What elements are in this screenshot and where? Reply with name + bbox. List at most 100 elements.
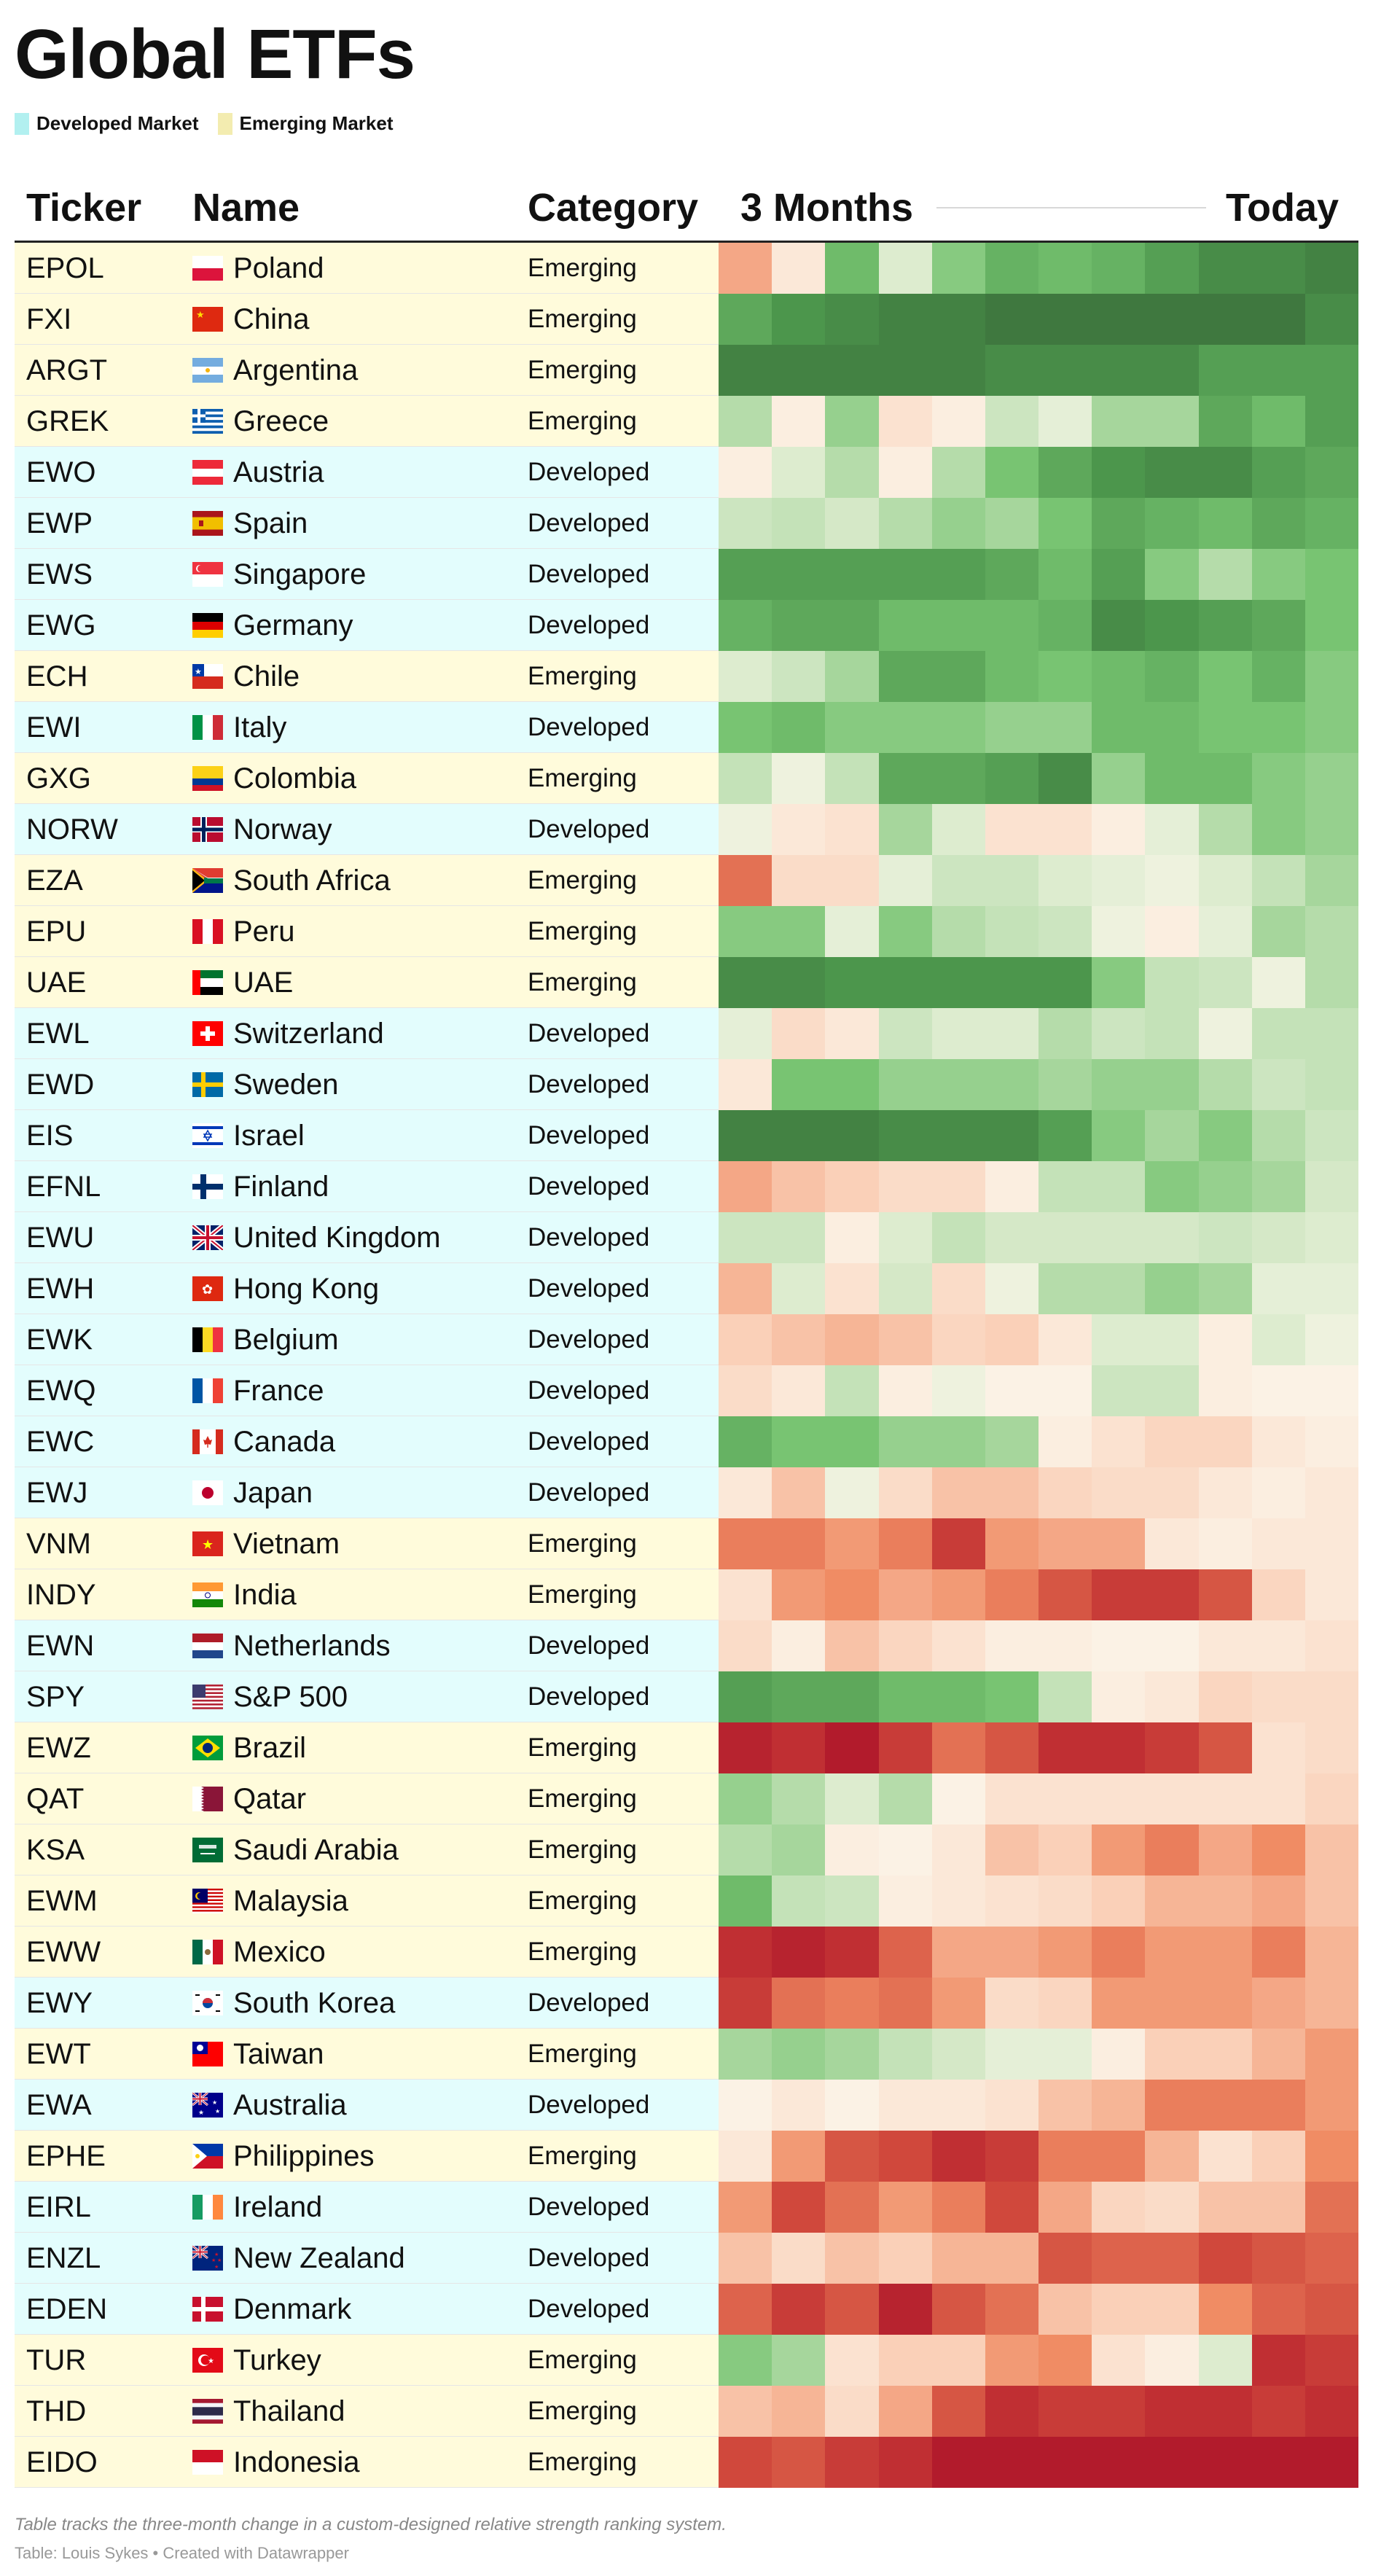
table-row[interactable]: EWZ Brazil Emerging (15, 1722, 1359, 1773)
heat-cell (825, 1518, 879, 1569)
header-category[interactable]: Category (528, 186, 699, 230)
table-row[interactable]: KSA Saudi Arabia Emerging (15, 1824, 1359, 1876)
table-row[interactable]: EWJ Japan Developed (15, 1467, 1359, 1518)
svg-text:★: ★ (215, 2108, 220, 2115)
table-row[interactable]: ENZL ★ ★ ★ ★ New Zealand Developed (15, 2233, 1359, 2284)
legend-emerging: Emerging Market (217, 109, 401, 138)
heat-cell (719, 1008, 772, 1059)
table-row[interactable]: EWU United Kingdom Developed (15, 1212, 1359, 1263)
table-row[interactable]: EWP Spain Developed (15, 498, 1359, 549)
heat-cell (985, 2284, 1039, 2335)
ticker-cell: EWH (26, 1272, 95, 1305)
name-cell: Philippines (233, 2139, 375, 2172)
heat-cell (1198, 1927, 1252, 1978)
heat-cell (772, 804, 826, 855)
heat-cell (1145, 1314, 1199, 1365)
heat-cell (878, 2080, 932, 2131)
heat-cell (1038, 753, 1092, 804)
heat-cell (1304, 804, 1359, 855)
ticker-cell: EIRL (26, 2190, 91, 2223)
table-row[interactable]: EWN Netherlands Developed (15, 1620, 1359, 1671)
table-row[interactable]: EWD Sweden Developed (15, 1059, 1359, 1110)
header-ticker[interactable]: Ticker (26, 186, 142, 230)
table-row[interactable]: EIDO Indonesia Emerging (15, 2437, 1359, 2488)
heat-cell (878, 1110, 932, 1161)
table-row[interactable]: QAT Qatar Emerging (15, 1773, 1359, 1824)
table-row[interactable]: VNM ★ Vietnam Emerging (15, 1518, 1359, 1569)
header-rule (15, 241, 1358, 243)
table-row[interactable]: EWS Singapore Developed (15, 549, 1359, 600)
table-row[interactable]: EWT Taiwan Emerging (15, 2029, 1359, 2080)
heat-cell (772, 2437, 826, 2488)
table-row[interactable]: EWO Austria Developed (15, 447, 1359, 498)
table-row[interactable]: EWK Belgium Developed (15, 1314, 1359, 1365)
heat-cell (1092, 396, 1146, 447)
table-row[interactable]: EWI Italy Developed (15, 702, 1359, 753)
table-row[interactable]: EDEN Denmark Developed (15, 2284, 1359, 2335)
name-cell: Argentina (233, 354, 359, 386)
heat-cell (772, 1773, 826, 1824)
table-row[interactable]: GREK Greece Emerging (15, 396, 1359, 447)
table-row[interactable]: SPY S&P 500 Developed (15, 1671, 1359, 1722)
table-row[interactable]: EWY South Korea Developed (15, 1978, 1359, 2029)
table-row[interactable]: GXG Colombia Emerging (15, 753, 1359, 804)
heat-cell (931, 1671, 985, 1722)
table-row[interactable]: ECH ★ Chile Emerging (15, 651, 1359, 702)
heat-cell (1038, 447, 1092, 498)
table-row[interactable]: EIS Israel Developed (15, 1110, 1359, 1161)
brazil-flag (192, 1736, 223, 1760)
table-row[interactable]: EWM Malaysia Emerging (15, 1876, 1359, 1927)
japan-flag (192, 1480, 223, 1505)
heat-strip (719, 1620, 1359, 1671)
heat-strip (719, 1467, 1359, 1518)
table-row[interactable]: EWW Mexico Emerging (15, 1927, 1359, 1978)
heat-cell (1038, 243, 1092, 294)
heat-cell (1092, 1671, 1146, 1722)
heat-cell (1038, 1212, 1092, 1263)
heat-cell (825, 1722, 879, 1773)
table-row[interactable]: EPU Peru Emerging (15, 906, 1359, 957)
heat-strip (719, 2284, 1359, 2335)
heat-cell (1145, 1161, 1199, 1212)
table-row[interactable]: THD Thailand Emerging (15, 2386, 1359, 2437)
table-row[interactable]: ARGT Argentina Emerging (15, 345, 1359, 396)
name-cell: China (233, 303, 310, 335)
table-row[interactable]: EZA South Africa Emerging (15, 855, 1359, 906)
table-row[interactable]: EPHE Philippines Emerging (15, 2131, 1359, 2182)
table-row[interactable]: EWA ★ ★ ★ Australia Developed (15, 2080, 1359, 2131)
table-row[interactable]: NORW Norway Developed (15, 804, 1359, 855)
heat-cell (1145, 1416, 1199, 1467)
category-cell: Developed (528, 1121, 650, 1150)
table-row[interactable]: EIRL Ireland Developed (15, 2182, 1359, 2233)
table-row[interactable]: EWL Switzerland Developed (15, 1008, 1359, 1059)
heat-cell (1304, 1620, 1359, 1671)
table-row[interactable]: UAE UAE Emerging (15, 957, 1359, 1008)
heat-cell (1304, 396, 1359, 447)
table-row[interactable]: EWC Canada Developed (15, 1416, 1359, 1467)
heat-cell (1145, 549, 1199, 600)
heat-cell (878, 1620, 932, 1671)
heat-cell (772, 1059, 826, 1110)
table-row[interactable]: EPOL Poland Emerging (15, 243, 1359, 294)
heat-cell (719, 1824, 772, 1876)
table-row[interactable]: EWQ France Developed (15, 1365, 1359, 1416)
table-row[interactable]: EWG Germany Developed (15, 600, 1359, 651)
heat-cell (985, 753, 1039, 804)
table-row[interactable]: EFNL Finland Developed (15, 1161, 1359, 1212)
heat-cell (931, 1722, 985, 1773)
heat-cell (1038, 600, 1092, 651)
name-cell: Singapore (233, 558, 367, 590)
table-row[interactable]: TUR ★ Turkey Emerging (15, 2335, 1359, 2386)
table-row[interactable]: FXI ★ China Emerging (15, 294, 1359, 345)
name-cell: India (233, 1578, 297, 1611)
table-row[interactable]: INDY India Emerging (15, 1569, 1359, 1620)
peru-flag (192, 919, 223, 944)
heat-cell (1198, 753, 1252, 804)
heat-cell (878, 2437, 932, 2488)
heat-strip (719, 2080, 1359, 2131)
china-flag: ★ (192, 307, 223, 332)
heat-cell (931, 1518, 985, 1569)
header-name[interactable]: Name (192, 186, 300, 230)
table-row[interactable]: EWH ✿ Hong Kong Developed (15, 1263, 1359, 1314)
heat-cell (1198, 2233, 1252, 2284)
